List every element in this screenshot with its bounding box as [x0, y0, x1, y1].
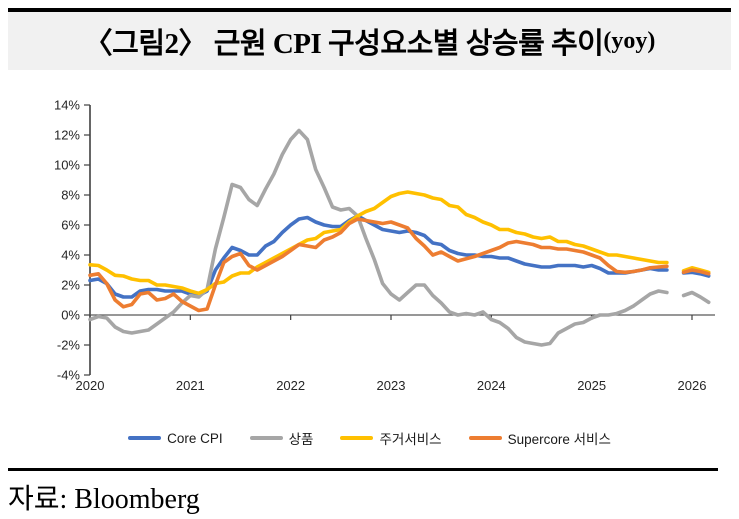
figure-title-band: 〈그림2〉 근원 CPI 구성요소별 상승률 추이 (yoy)	[8, 12, 731, 70]
bottom-rule	[8, 468, 718, 471]
x-tick-label: 2024	[477, 378, 506, 393]
series-line-4-forecast	[681, 268, 711, 276]
legend-line-swatch	[468, 436, 502, 440]
y-tick-label: 8%	[61, 188, 80, 203]
y-tick-label: 2%	[61, 278, 80, 293]
legend-item-4: Supercore 서비스	[468, 428, 611, 448]
x-tick-label: 2026	[678, 378, 707, 393]
y-tick-label: 10%	[54, 158, 80, 173]
figure-title-suffix: (yoy)	[603, 27, 656, 54]
y-tick-label: 14%	[54, 98, 80, 113]
figure-title: 〈그림2〉 근원 CPI 구성요소별 상승률 추이	[83, 28, 604, 60]
series-line-2-forecast	[681, 290, 711, 305]
y-tick-label: 12%	[54, 128, 80, 143]
x-tick-label: 2025	[577, 378, 606, 393]
series-line-1	[88, 214, 669, 299]
series-line-3	[88, 190, 669, 296]
series-line-4	[88, 217, 669, 313]
source-note: 자료: Bloomberg	[8, 484, 200, 515]
legend-item-1: Core CPI	[128, 431, 223, 446]
y-tick-label: -2%	[57, 338, 81, 353]
x-tick-label: 2022	[276, 378, 305, 393]
series-line-2	[88, 128, 669, 347]
legend-line-swatch	[340, 436, 374, 440]
y-tick-label: 6%	[61, 218, 80, 233]
y-tick-label: 0%	[61, 308, 80, 323]
legend-item-3: 주거서비스	[340, 428, 442, 448]
legend-item-2: 상품	[249, 428, 314, 448]
x-tick-label: 2023	[377, 378, 406, 393]
top-rule	[8, 8, 731, 12]
legend-line-swatch	[128, 436, 162, 440]
x-tick-label: 2020	[76, 378, 105, 393]
y-tick-label: 4%	[61, 248, 80, 263]
y-tick-label: -4%	[57, 368, 81, 383]
cpi-chart-svg: 14% 12% 10% 8% 6% 4% 2% 0% -2% -4%2020 2021 2022 202…	[54, 98, 715, 393]
legend-label: Supercore 서비스	[507, 432, 611, 447]
legend: Core CPI 상품 주거서비스 Supercore 서비스	[0, 428, 739, 448]
legend-label: Core CPI	[167, 430, 223, 446]
legend-line-swatch	[249, 436, 283, 440]
legend-label: 주거서비스	[379, 432, 442, 447]
x-tick-label: 2021	[176, 378, 205, 393]
legend-label: 상품	[288, 432, 314, 447]
